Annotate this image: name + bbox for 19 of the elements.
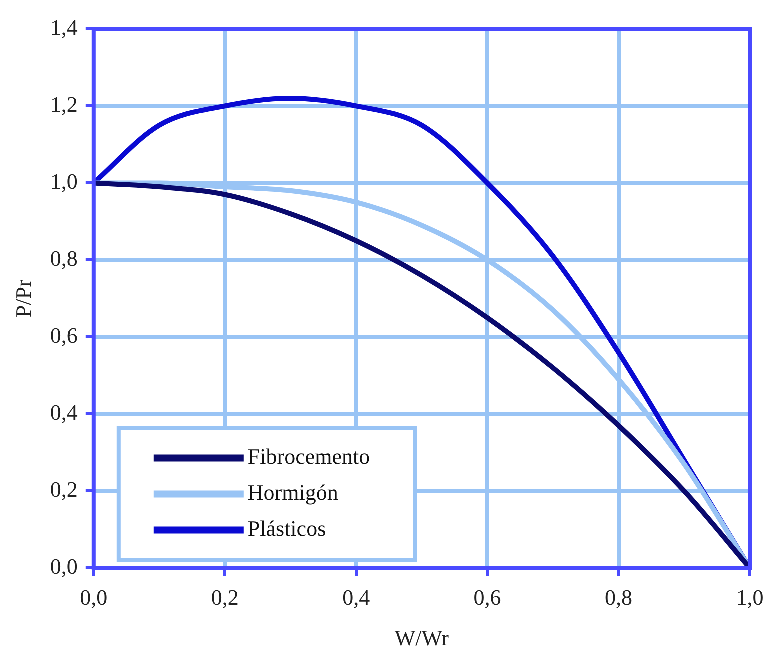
x-tick-label: 1,0 — [736, 585, 764, 610]
x-tick-label: 0,6 — [474, 585, 502, 610]
x-tick-label: 0,8 — [605, 585, 633, 610]
y-tick-label: 0,2 — [50, 476, 78, 502]
legend-label: Hormigón — [248, 480, 338, 505]
y-tick-label: 1,4 — [50, 14, 78, 40]
x-axis-title: W/Wr — [394, 626, 450, 651]
y-tick-label: 1,2 — [50, 92, 78, 117]
x-tick-label: 0,2 — [211, 585, 239, 610]
y-tick-label: 0,6 — [50, 322, 78, 348]
y-tick-label: 0,0 — [50, 554, 78, 579]
x-tick-label: 0,4 — [342, 585, 370, 610]
x-tick-label: 0,0 — [80, 585, 108, 610]
y-tick-label: 0,8 — [50, 246, 78, 271]
legend-label: Fibrocemento — [248, 444, 370, 469]
y-tick-label: 1,0 — [50, 168, 78, 194]
y-tick-label: 0,4 — [50, 400, 78, 425]
legend-label: Plásticos — [248, 516, 326, 541]
y-axis-title: P/Pr — [10, 279, 36, 318]
